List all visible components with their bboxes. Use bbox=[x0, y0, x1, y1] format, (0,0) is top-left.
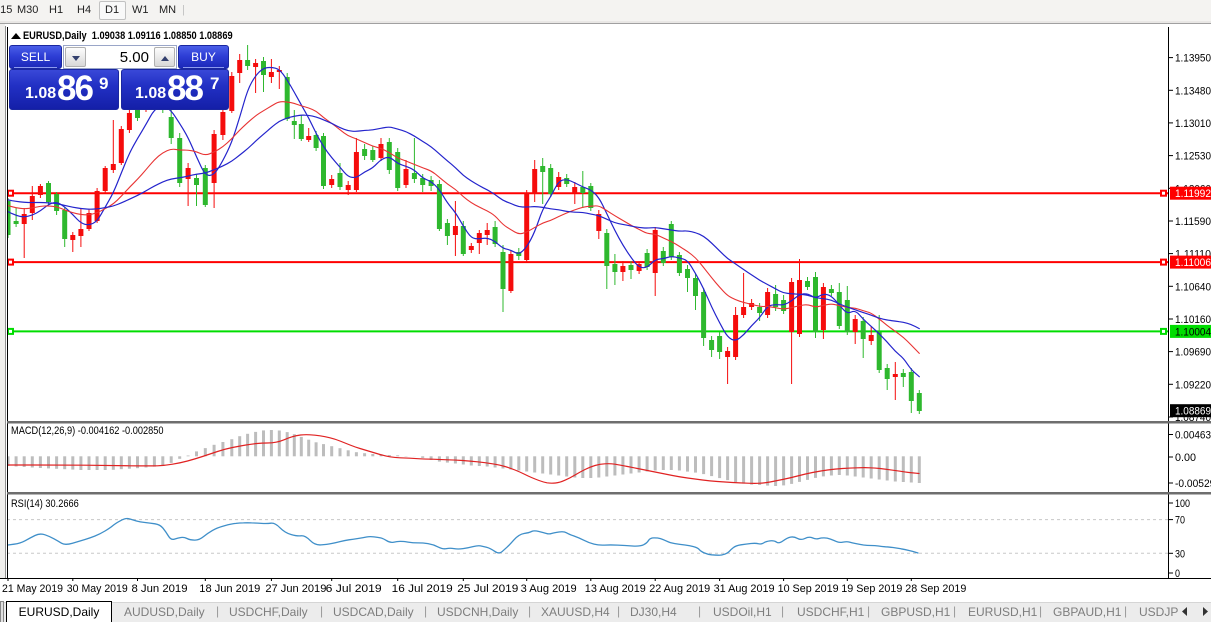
svg-text:13 Aug 2019: 13 Aug 2019 bbox=[585, 583, 646, 595]
svg-text:19 Sep 2019: 19 Sep 2019 bbox=[841, 583, 902, 595]
svg-text:31 Aug 2019: 31 Aug 2019 bbox=[714, 583, 775, 595]
svg-text:1.13480: 1.13480 bbox=[1175, 85, 1211, 97]
svg-text:1.10640: 1.10640 bbox=[1175, 281, 1211, 293]
svg-text:27 Jun 2019: 27 Jun 2019 bbox=[265, 583, 326, 595]
svg-text:1.11992: 1.11992 bbox=[1175, 188, 1211, 200]
svg-text:3 Aug 2019: 3 Aug 2019 bbox=[521, 583, 577, 595]
svg-text:1.12530: 1.12530 bbox=[1175, 151, 1211, 163]
svg-text:18 Jun 2019: 18 Jun 2019 bbox=[199, 583, 260, 595]
svg-text:28 Sep 2019: 28 Sep 2019 bbox=[905, 583, 966, 595]
svg-text:25 Jul 2019: 25 Jul 2019 bbox=[457, 583, 518, 595]
svg-text:70: 70 bbox=[1175, 515, 1185, 527]
svg-text:8 Jun 2019: 8 Jun 2019 bbox=[132, 583, 188, 595]
svg-text:6 Jul 2019: 6 Jul 2019 bbox=[326, 583, 382, 595]
svg-text:1.09220: 1.09220 bbox=[1175, 379, 1211, 391]
svg-text:1.10004: 1.10004 bbox=[1175, 326, 1211, 338]
svg-text:1.11590: 1.11590 bbox=[1175, 216, 1211, 228]
svg-text:16 Jul 2019: 16 Jul 2019 bbox=[392, 583, 453, 595]
svg-text:21 May 2019: 21 May 2019 bbox=[2, 583, 63, 595]
svg-text:1.09690: 1.09690 bbox=[1175, 347, 1211, 359]
svg-text:1.11006: 1.11006 bbox=[1175, 257, 1211, 269]
svg-text:22 Aug 2019: 22 Aug 2019 bbox=[649, 583, 710, 595]
svg-text:0: 0 bbox=[1175, 568, 1180, 580]
svg-text:1.10160: 1.10160 bbox=[1175, 314, 1211, 326]
svg-text:1.13010: 1.13010 bbox=[1175, 118, 1211, 130]
svg-text:1.08869: 1.08869 bbox=[1175, 406, 1211, 418]
svg-text:-0.005296: -0.005296 bbox=[1175, 478, 1211, 490]
svg-text:0.00463: 0.00463 bbox=[1175, 430, 1211, 442]
svg-text:30: 30 bbox=[1175, 548, 1185, 560]
svg-text:100: 100 bbox=[1175, 498, 1190, 510]
svg-text:30 May 2019: 30 May 2019 bbox=[67, 583, 128, 595]
svg-text:0.00: 0.00 bbox=[1175, 452, 1196, 464]
svg-text:1.13950: 1.13950 bbox=[1175, 53, 1211, 65]
svg-text:10 Sep 2019: 10 Sep 2019 bbox=[778, 583, 839, 595]
